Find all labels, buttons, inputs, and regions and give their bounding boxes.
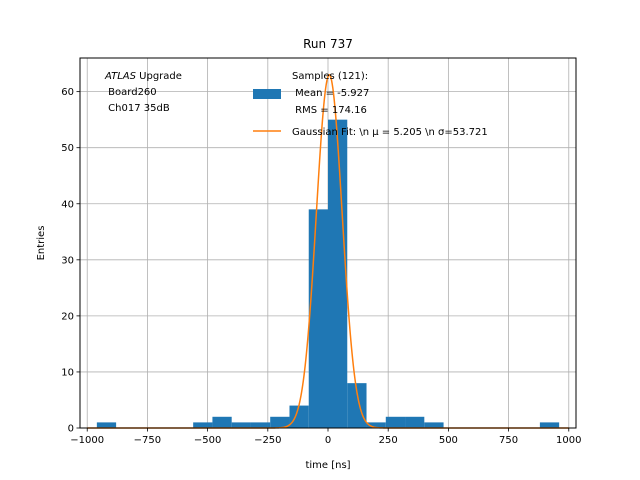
- legend-label-line: RMS = 174.16: [292, 105, 367, 116]
- histogram-bar: [289, 405, 309, 428]
- x-tick-label: −250: [254, 435, 281, 446]
- histogram-bar: [193, 422, 213, 428]
- histogram-bar: [308, 209, 328, 428]
- histogram-bar: [366, 422, 386, 428]
- y-axis-ticks: 0 10 20 30 40 50 60: [61, 87, 80, 435]
- histogram-bar: [328, 119, 348, 429]
- x-tick-label: 250: [379, 435, 398, 446]
- annotation-line: Board260: [105, 87, 157, 98]
- x-tick-label: 500: [439, 435, 458, 446]
- legend-label-fit: Gaussian Fit: \n μ = 5.205 \n σ=53.721: [292, 127, 488, 138]
- histogram-bar: [231, 422, 251, 428]
- histogram-bar: [250, 422, 271, 428]
- y-tick-label: 0: [68, 424, 74, 435]
- legend-swatch-samples: [253, 89, 281, 99]
- annotation-line: Ch017 35dB: [105, 103, 170, 114]
- y-tick-label: 60: [61, 87, 74, 98]
- x-tick-label: −1000: [70, 435, 104, 446]
- legend-label-line: Mean = -5.927: [292, 88, 369, 99]
- x-tick-label: 1000: [556, 435, 581, 446]
- y-axis-label: Entries: [36, 226, 47, 261]
- x-axis-label: time [ns]: [305, 460, 350, 471]
- histogram-bars: [96, 119, 560, 429]
- histogram-bar: [347, 383, 367, 428]
- y-tick-label: 20: [61, 311, 74, 322]
- x-tick-label: 750: [499, 435, 518, 446]
- histogram-bar: [385, 416, 406, 428]
- legend: Samples (121): Mean = -5.927 RMS = 174.1…: [253, 71, 488, 138]
- x-tick-label: −500: [194, 435, 221, 446]
- atlas-annotation: ATLAS Upgrade Board260 Ch017 35dB: [104, 71, 182, 114]
- histogram-bar: [424, 422, 444, 428]
- histogram-bar: [405, 416, 425, 428]
- x-axis-ticks: −1000 −750 −500 −250 0 250 500 750 1000: [70, 428, 582, 446]
- histogram-bar: [96, 422, 117, 428]
- y-tick-label: 40: [61, 199, 74, 210]
- atlas-word: ATLAS: [104, 71, 137, 82]
- histogram-bar: [212, 416, 232, 428]
- chart-title: Run 737: [303, 37, 353, 51]
- legend-label-samples: Samples (121): Mean = -5.927 RMS = 174.1…: [292, 71, 369, 116]
- y-tick-label: 10: [61, 367, 74, 378]
- y-tick-label: 50: [61, 143, 74, 154]
- y-tick-label: 30: [61, 255, 74, 266]
- histogram-bar: [270, 416, 290, 428]
- x-tick-label: 0: [325, 435, 331, 446]
- legend-label-line: Samples (121):: [292, 71, 368, 82]
- annotation-text: ATLAS Upgrade Board260 Ch017 35dB: [104, 71, 182, 114]
- histogram-bar: [539, 422, 560, 428]
- x-tick-label: −750: [134, 435, 161, 446]
- annotation-line: ATLAS Upgrade: [104, 71, 182, 82]
